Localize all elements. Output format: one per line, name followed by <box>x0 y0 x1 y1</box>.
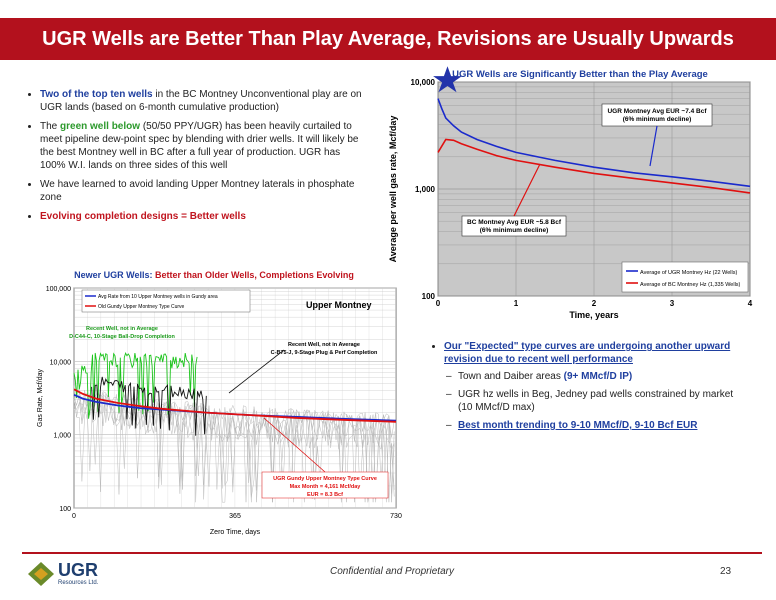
annotation-arrow <box>513 163 541 217</box>
y-tick-label: 100 <box>59 506 71 513</box>
bullet-text: Two of the top ten wells <box>40 89 153 100</box>
star-icon <box>433 66 462 93</box>
legend-label: Average of UGR Montney Hz (22 Wells) <box>640 270 737 276</box>
y-tick-label: 10,000 <box>50 359 72 366</box>
sub-bullet-item: Town and Daiber areas (9+ MMcf/D IP) <box>458 370 750 383</box>
revision-bullet: Our "Expected" type curves are undergoin… <box>444 341 731 365</box>
annotation-arrow <box>228 349 285 394</box>
annotation-text: C-B75-J, 9-Stage Plug & Perf Completion <box>271 350 378 356</box>
footer-text: Confidential and Proprietary <box>330 566 454 577</box>
y-tick-label: 100,000 <box>46 286 71 293</box>
annotation-text: UGR Gundy Upper Montney Type Curve <box>273 476 377 482</box>
bullet-text: (9+ MMcf/D IP) <box>563 371 633 382</box>
sub-bullet-item: Best month trending to 9-10 MMcf/D, 9-10… <box>458 419 750 432</box>
x-axis-label: Time, years <box>569 310 618 320</box>
annotation-text: (6% minimum decline) <box>480 227 549 234</box>
x-tick-label: 365 <box>229 513 241 520</box>
annotation-text: D-C44-C, 10-Stage Ball-Drop Completion <box>69 334 175 340</box>
annotation-text: UGR Montney Avg EUR ~7.4 Bcf <box>607 108 707 115</box>
annotation-text: (6% minimum decline) <box>623 116 692 123</box>
bullet-item: Evolving completion designs = Better wel… <box>40 210 366 223</box>
bullet-text: (50/50 PPY/UGR) has been heavily curtail… <box>40 121 359 171</box>
bullet-text: The <box>40 121 61 132</box>
series-line-0 <box>437 98 751 188</box>
bullet-text: UGR hz wells in Beg, Jedney pad wells co… <box>458 389 734 413</box>
chart-title: Newer UGR Wells: Better than Older Wells… <box>74 270 354 280</box>
left-bullets: Two of the top ten wells in the BC Montn… <box>26 88 366 229</box>
sub-bullet-item: UGR hz wells in Beg, Jedney pad wells co… <box>458 388 750 414</box>
bullet-item: We have learned to avoid landing Upper M… <box>40 178 366 204</box>
annotation-text: EUR = 8.3 Bcf <box>307 492 343 498</box>
recent-well-black-line <box>91 376 207 436</box>
bullet-text: Town and Daiber areas <box>458 371 564 382</box>
y-tick-label: 1,000 <box>53 433 71 440</box>
legend-label: Avg Rate from 10 Upper Montney wells in … <box>98 294 218 300</box>
y-tick-label: 1,000 <box>415 185 436 194</box>
bullet-text: Evolving completion designs = Better wel… <box>40 211 246 222</box>
logo-text: UGR <box>58 560 98 580</box>
individual-well-line <box>73 385 395 503</box>
bullet-text: in the BC Montney Unconventional play ar… <box>40 89 362 113</box>
annotation-text: Max Month = 4,161 Mcf/day <box>290 484 362 490</box>
series-line-1 <box>73 388 397 423</box>
legend-box <box>621 261 749 293</box>
legend-label: Old Gundy Upper Montney Type Curve <box>98 304 185 310</box>
logo-subtext: Resources Ltd. <box>58 580 99 586</box>
bullet-text: green well below <box>60 121 141 132</box>
annotation-arrow <box>263 417 326 473</box>
annotation-box <box>261 471 389 499</box>
logo-icon <box>28 562 54 586</box>
x-tick-label: 1 <box>514 299 519 308</box>
newer-wells-chart: Newer UGR Wells: Better than Older Wells… <box>37 270 402 536</box>
annotation-text: BC Montney Avg EUR ~5.8 Bcf <box>467 219 562 226</box>
annotation-arrow <box>649 125 658 167</box>
y-axis-label: Average per well gas rate, Mcf/day <box>388 116 398 263</box>
x-tick-label: 2 <box>592 299 597 308</box>
ugr-vs-play-chart: UGR Wells are Significantly Better than … <box>388 66 753 320</box>
y-axis-label: Gas Rate, Mcf/day <box>37 369 44 427</box>
x-tick-label: 730 <box>390 513 402 520</box>
right-bullets: Our "Expected" type curves are undergoin… <box>430 340 750 437</box>
chart-title: UGR Wells are Significantly Better than … <box>452 69 708 80</box>
series-line-1 <box>437 138 751 194</box>
page-number: 23 <box>720 566 732 577</box>
x-tick-label: 3 <box>670 299 675 308</box>
bullet-text: We have learned to avoid landing Upper M… <box>40 179 355 203</box>
x-axis-label: Zero Time, days <box>210 529 261 536</box>
y-tick-label: 10,000 <box>411 78 436 87</box>
bullet-item: Two of the top ten wells in the BC Montn… <box>40 88 366 114</box>
annotation-text: Recent Well, not in Average <box>86 326 158 332</box>
annotation-text: Recent Well, not in Average <box>288 342 360 348</box>
recent-well-green-line <box>73 352 198 419</box>
y-tick-label: 100 <box>422 292 436 301</box>
footer-divider <box>22 552 762 554</box>
individual-well-line <box>73 390 395 503</box>
slide-title: UGR Wells are Better Than Play Average, … <box>0 18 776 60</box>
legend-label: Average of BC Montney Hz (1,335 Wells) <box>640 282 741 288</box>
x-tick-label: 0 <box>72 513 76 520</box>
x-tick-label: 0 <box>436 299 441 308</box>
x-tick-label: 4 <box>748 299 753 308</box>
legend-box <box>81 289 251 313</box>
bullet-text: Best month trending to 9-10 MMcf/D, 9-10… <box>458 420 698 431</box>
inner-title: Upper Montney <box>306 300 372 310</box>
bullet-item: The green well below (50/50 PPY/UGR) has… <box>40 120 366 172</box>
